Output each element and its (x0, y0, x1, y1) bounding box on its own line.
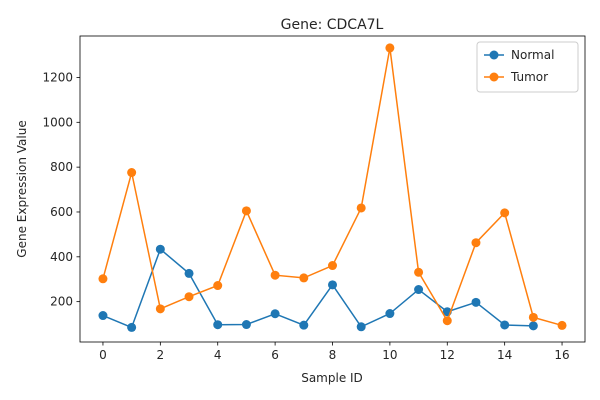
y-tick-label: 200 (50, 295, 73, 309)
data-point-tumor (127, 168, 137, 178)
x-axis-label: Sample ID (301, 371, 363, 385)
x-tick-label: 16 (554, 348, 569, 362)
data-point-tumor (471, 238, 481, 248)
y-tick-label: 400 (50, 250, 73, 264)
data-point-tumor (500, 208, 510, 218)
x-tick-label: 8 (329, 348, 337, 362)
data-point-normal (299, 320, 309, 330)
x-tick-label: 4 (214, 348, 222, 362)
data-point-tumor (328, 261, 337, 271)
data-point-normal (155, 244, 165, 254)
x-tick-label: 10 (382, 348, 397, 362)
data-point-tumor (385, 43, 395, 53)
y-axis-label: Gene Expression Value (15, 120, 29, 257)
data-point-tumor (98, 274, 108, 284)
legend-marker-normal (489, 50, 499, 60)
x-tick-label: 12 (440, 348, 455, 362)
data-point-normal (414, 285, 424, 295)
data-point-normal (213, 320, 223, 330)
data-point-normal (184, 268, 194, 278)
data-point-tumor (356, 203, 366, 213)
x-tick-label: 0 (99, 348, 107, 362)
y-tick-label: 1000 (42, 115, 73, 129)
data-point-tumor (299, 273, 309, 283)
x-tick-label: 6 (271, 348, 279, 362)
data-point-normal (356, 322, 366, 332)
data-point-tumor (184, 292, 194, 302)
legend-label-tumor: Tumor (510, 70, 548, 84)
data-point-normal (328, 280, 337, 290)
legend: Normal Tumor (476, 41, 579, 93)
data-point-tumor (557, 320, 567, 330)
x-tick-label: 2 (157, 348, 165, 362)
legend-label-normal: Normal (511, 48, 554, 62)
data-point-normal (98, 311, 108, 321)
data-point-normal (500, 320, 510, 330)
data-point-normal (385, 309, 395, 319)
x-axis: 0 2 4 6 8 10 12 14 16 (99, 342, 570, 362)
y-tick-label: 1200 (42, 70, 73, 84)
legend-marker-tumor (489, 72, 499, 82)
chart-title: Gene: CDCA7L (281, 17, 384, 33)
data-point-normal (528, 321, 538, 331)
y-tick-label: 800 (50, 160, 73, 174)
data-point-normal (127, 322, 137, 332)
data-point-tumor (241, 206, 251, 216)
data-point-tumor (442, 316, 452, 326)
x-tick-label: 14 (497, 348, 512, 362)
data-point-normal (270, 309, 280, 319)
data-point-tumor (270, 270, 280, 280)
y-tick-label: 600 (50, 205, 73, 219)
data-point-tumor (528, 312, 538, 322)
data-point-tumor (213, 281, 223, 291)
plot-area (98, 43, 567, 332)
y-axis: 200 400 600 800 1000 1200 (42, 70, 80, 309)
data-point-tumor (155, 304, 165, 314)
data-point-normal (471, 297, 481, 307)
data-point-normal (241, 320, 251, 330)
data-point-tumor (414, 267, 424, 277)
series-line-normal (102, 247, 534, 329)
